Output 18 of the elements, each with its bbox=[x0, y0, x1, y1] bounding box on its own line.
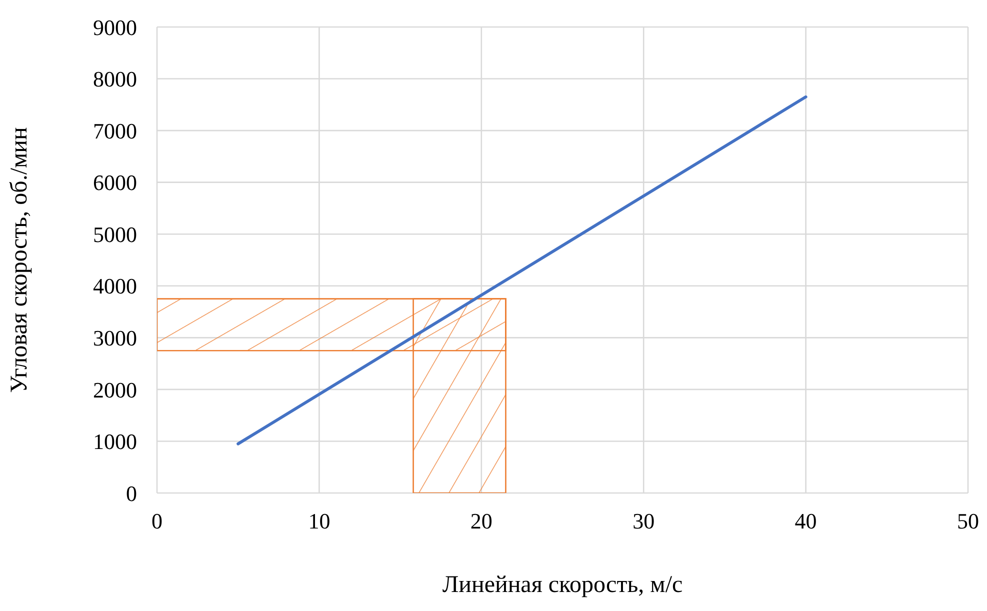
y-axis-title: Угловая скорость, об./мин bbox=[6, 126, 33, 393]
y-tick-label: 7000 bbox=[93, 118, 137, 144]
y-tick-label: 2000 bbox=[93, 377, 137, 402]
x-tick-label: 40 bbox=[794, 508, 817, 534]
y-tick-label: 8000 bbox=[93, 66, 137, 92]
y-tick-label: 6000 bbox=[93, 170, 137, 196]
x-tick-label: 0 bbox=[152, 508, 162, 534]
x-tick-label: 20 bbox=[470, 508, 492, 534]
y-tick-label: 5000 bbox=[93, 222, 137, 247]
x-axis-title: Линейная скорость, м/с bbox=[442, 572, 683, 598]
y-tick-label: 4000 bbox=[93, 274, 137, 299]
x-tick-label: 10 bbox=[308, 508, 330, 534]
x-tick-label: 30 bbox=[632, 508, 655, 534]
y-tick-label: 0 bbox=[126, 480, 137, 506]
x-tick-label: 50 bbox=[957, 508, 979, 534]
y-tick-label: 9000 bbox=[93, 14, 137, 40]
y-tick-label: 1000 bbox=[93, 429, 137, 454]
y-tick-label: 3000 bbox=[93, 325, 137, 350]
